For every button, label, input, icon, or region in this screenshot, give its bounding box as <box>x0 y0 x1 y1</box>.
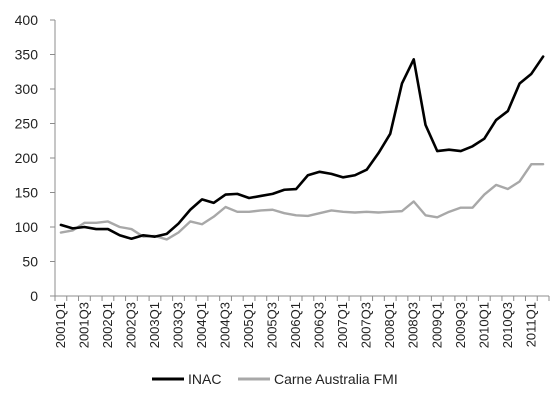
x-tick-label: 2008Q3 <box>406 302 421 348</box>
x-tick-label: 2010Q3 <box>500 302 515 348</box>
x-tick-label: 2002Q1 <box>100 302 115 348</box>
y-tick-label: 0 <box>30 288 38 304</box>
x-tick-label: 2005Q3 <box>265 302 280 348</box>
x-tick-label: 2001Q3 <box>76 302 91 348</box>
x-tick-label: 2002Q3 <box>123 302 138 348</box>
x-tick-label: 2010Q1 <box>476 302 491 348</box>
series-lines <box>59 55 545 241</box>
x-axis: 2001Q1 2001Q3 2002Q1 2002Q3 2003Q1 2003Q3 2004… <box>53 295 550 348</box>
legend-label-carne-australia-fmi: Carne Australia FMI <box>274 371 398 387</box>
y-tick-label: 100 <box>15 219 39 235</box>
legend: INAC Carne Australia FMI <box>152 371 398 387</box>
y-tick-label: 350 <box>15 47 39 63</box>
legend-label-inac: INAC <box>188 371 221 387</box>
x-tick-label: 2007Q1 <box>335 302 350 348</box>
x-tick-label: 2009Q1 <box>429 302 444 348</box>
x-tick-label: 2003Q3 <box>171 302 186 348</box>
y-tick-label: 400 <box>15 12 39 28</box>
y-axis: 0 50 100 150 200 250 300 350 400 <box>15 12 56 304</box>
x-tick-label: 2006Q3 <box>312 302 327 348</box>
series-line-inac <box>59 55 545 241</box>
x-tick-label: 2007Q3 <box>359 302 374 348</box>
x-tick-label: 2004Q1 <box>194 302 209 348</box>
series-line-carne-australia-fmi <box>59 163 545 241</box>
x-tick-label: 2004Q3 <box>218 302 233 348</box>
x-tick-label: 2003Q1 <box>147 302 162 348</box>
y-tick-label: 200 <box>15 150 39 166</box>
x-tick-label: 2009Q3 <box>453 302 468 348</box>
x-tick-label: 2008Q1 <box>382 302 397 348</box>
x-tick-label: 2006Q1 <box>288 302 303 348</box>
y-tick-label: 300 <box>15 81 39 97</box>
x-tick-label: 2001Q1 <box>53 302 68 348</box>
x-tick-label: 2005Q1 <box>241 302 256 348</box>
y-tick-label: 150 <box>15 185 39 201</box>
y-tick-label: 250 <box>15 116 39 132</box>
x-tick-label: 2011Q1 <box>523 302 538 347</box>
y-tick-label: 50 <box>22 254 38 270</box>
